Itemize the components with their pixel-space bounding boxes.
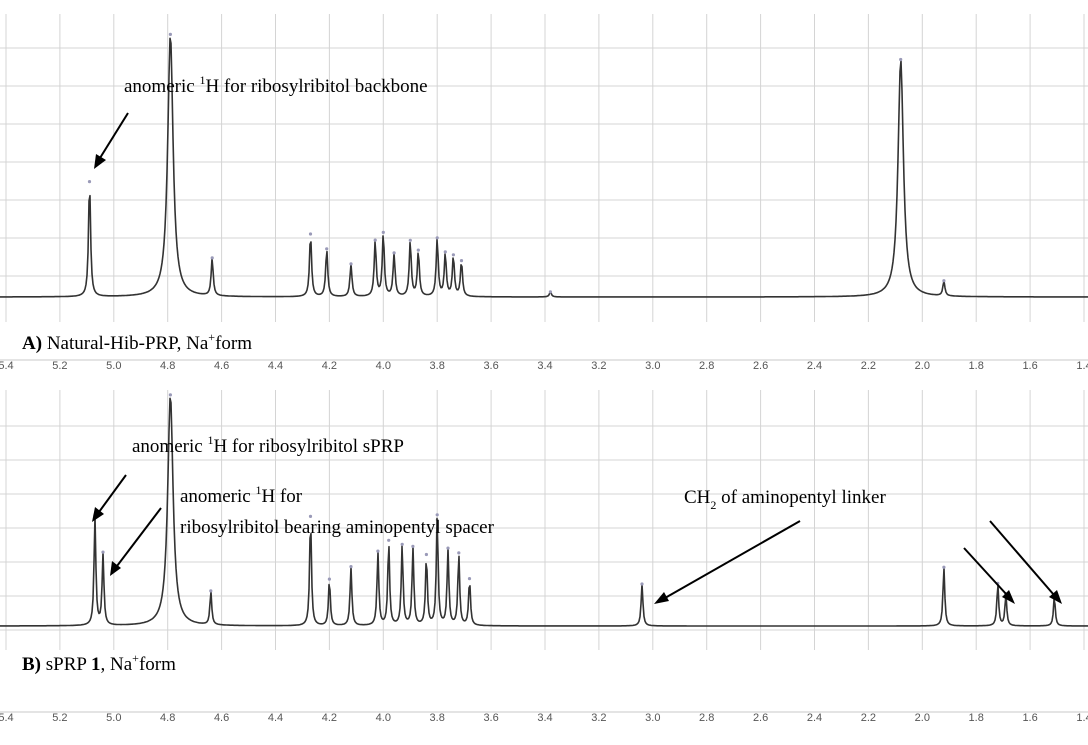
- annotation-anomeric-spacer-line1: anomeric 1H for: [180, 483, 303, 507]
- peak-marker: [349, 565, 353, 569]
- x-tick-label: 3.8: [430, 360, 445, 372]
- x-tick-label: 2.2: [861, 360, 876, 372]
- arrow-ch2-1p7ppm: [963, 547, 1015, 604]
- x-tick-label: 2.0: [915, 360, 930, 372]
- peak-marker: [408, 238, 412, 242]
- peak-marker: [168, 393, 172, 397]
- x-tick-label: 5.0: [106, 712, 121, 724]
- annotation-ch2-linker: CH2 of aminopentyl linker: [684, 487, 886, 512]
- peak-marker: [168, 32, 172, 37]
- panel-b-grid: [0, 390, 1088, 650]
- peak-marker: [373, 238, 377, 242]
- x-tick-label: 2.4: [807, 712, 822, 724]
- peak-marker: [209, 589, 213, 593]
- peak-marker: [325, 247, 329, 251]
- x-tick-label: 5.4: [0, 360, 14, 372]
- peak-marker: [87, 180, 92, 184]
- peak-marker: [210, 256, 214, 260]
- x-tick-label: 2.0: [915, 712, 930, 724]
- x-tick-label: 1.6: [1022, 712, 1037, 724]
- arrow-ch2-1p5ppm: [989, 520, 1062, 604]
- panel-a-title: A) Natural-Hib-PRP, Na+form: [22, 330, 252, 354]
- peak-marker: [435, 513, 439, 517]
- x-tick-label: 5.2: [52, 712, 67, 724]
- x-tick-label: 1.8: [969, 360, 984, 372]
- x-tick-label: 3.8: [430, 712, 445, 724]
- x-tick-label: 4.6: [214, 712, 229, 724]
- x-tick-label: 5.0: [106, 360, 121, 372]
- panel-a-spectrum: [0, 37, 1088, 298]
- panel-b: 5.4 5.2 5.0 4.8 4.6 4.4 4.2 4.0 3.8 3.6 3.4 3.2 3.0 2…: [0, 390, 1088, 724]
- x-tick-label: 2.6: [753, 712, 768, 724]
- peak-marker: [387, 538, 391, 542]
- x-tick-label: 3.4: [537, 360, 552, 372]
- x-tick-label: 3.0: [645, 712, 660, 724]
- arrow-anomeric-sprp: [92, 474, 127, 522]
- peak-marker: [942, 279, 946, 283]
- panel-b-title: B) sPRP 1, Na+form: [22, 651, 176, 675]
- x-tick-label: 3.6: [483, 360, 498, 372]
- x-tick-label: 3.4: [537, 712, 552, 724]
- peak-marker: [327, 577, 331, 581]
- peak-marker: [443, 250, 447, 254]
- x-tick-label: 5.2: [52, 360, 67, 372]
- x-tick-label: 5.4: [0, 712, 14, 724]
- x-tick-label: 1.6: [1022, 360, 1037, 372]
- x-tick-label: 2.8: [699, 360, 714, 372]
- peak-marker: [416, 248, 420, 252]
- x-tick-label: 4.0: [376, 712, 391, 724]
- arrow-anomeric-backbone: [94, 112, 129, 169]
- x-tick-label: 2.4: [807, 360, 822, 372]
- annotation-anomeric-backbone: anomeric 1H for ribosylribitol backbone: [124, 73, 428, 97]
- peak-marker: [457, 551, 461, 555]
- peak-marker: [392, 251, 396, 255]
- x-tick-label: 3.2: [591, 712, 606, 724]
- x-tick-label: 4.8: [160, 360, 175, 372]
- peak-marker: [424, 552, 428, 557]
- panel-b-x-ticks: 5.4 5.2 5.0 4.8 4.6 4.4 4.2 4.0 3.8 3.6 3.4 3.2 3.0 2…: [0, 711, 1088, 724]
- x-tick-label: 4.4: [268, 360, 283, 372]
- peak-marker: [548, 290, 553, 294]
- x-tick-label: 3.6: [483, 712, 498, 724]
- panel-a-x-ticks: 5.4 5.2 5.0 4.8 4.6 4.4 4.2 4.0 3.8 3.6 3.4 3.2 3.0 2…: [0, 359, 1088, 372]
- arrow-anomeric-spacer: [110, 507, 162, 576]
- peak-marker: [411, 544, 415, 549]
- peak-marker: [308, 514, 313, 519]
- peak-marker: [381, 230, 385, 234]
- peak-marker: [435, 236, 439, 240]
- peak-marker: [101, 550, 105, 554]
- x-tick-label: 3.0: [645, 360, 660, 372]
- annotation-anomeric-sprp: anomeric 1H for ribosylribitol sPRP: [132, 433, 404, 457]
- panel-b-spectrum: [0, 397, 1088, 627]
- x-tick-label: 4.8: [160, 712, 175, 724]
- x-tick-label: 1.4: [1076, 360, 1088, 372]
- x-tick-label: 2.8: [699, 712, 714, 724]
- x-tick-label: 4.4: [268, 712, 283, 724]
- x-tick-label: 2.2: [861, 712, 876, 724]
- peak-marker: [640, 582, 644, 586]
- peak-marker: [376, 549, 380, 553]
- peak-marker: [451, 253, 455, 257]
- peak-marker: [400, 542, 404, 546]
- x-tick-label: 1.4: [1076, 712, 1088, 724]
- peak-marker: [349, 262, 353, 266]
- x-tick-label: 1.8: [969, 712, 984, 724]
- panel-a: 5.4 5.2 5.0 4.8 4.6 4.4 4.2 4.0 3.8 3.6 3.4 3.2 3.0 2…: [0, 14, 1088, 372]
- panel-a-grid: [0, 14, 1088, 322]
- peak-marker: [942, 565, 946, 569]
- peak-marker: [899, 57, 903, 62]
- x-tick-label: 4.2: [322, 712, 337, 724]
- peak-marker: [459, 259, 464, 263]
- arrow-ch2-3ppm: [654, 520, 801, 604]
- peak-marker: [467, 577, 472, 581]
- x-tick-label: 2.6: [753, 360, 768, 372]
- peak-marker: [308, 232, 313, 236]
- x-tick-label: 4.6: [214, 360, 229, 372]
- x-tick-label: 3.2: [591, 360, 606, 372]
- peak-marker: [446, 546, 450, 550]
- x-tick-label: 4.0: [376, 360, 391, 372]
- annotation-anomeric-spacer-line2: ribosylribitol bearing aminopentyl space…: [180, 517, 495, 538]
- x-tick-label: 4.2: [322, 360, 337, 372]
